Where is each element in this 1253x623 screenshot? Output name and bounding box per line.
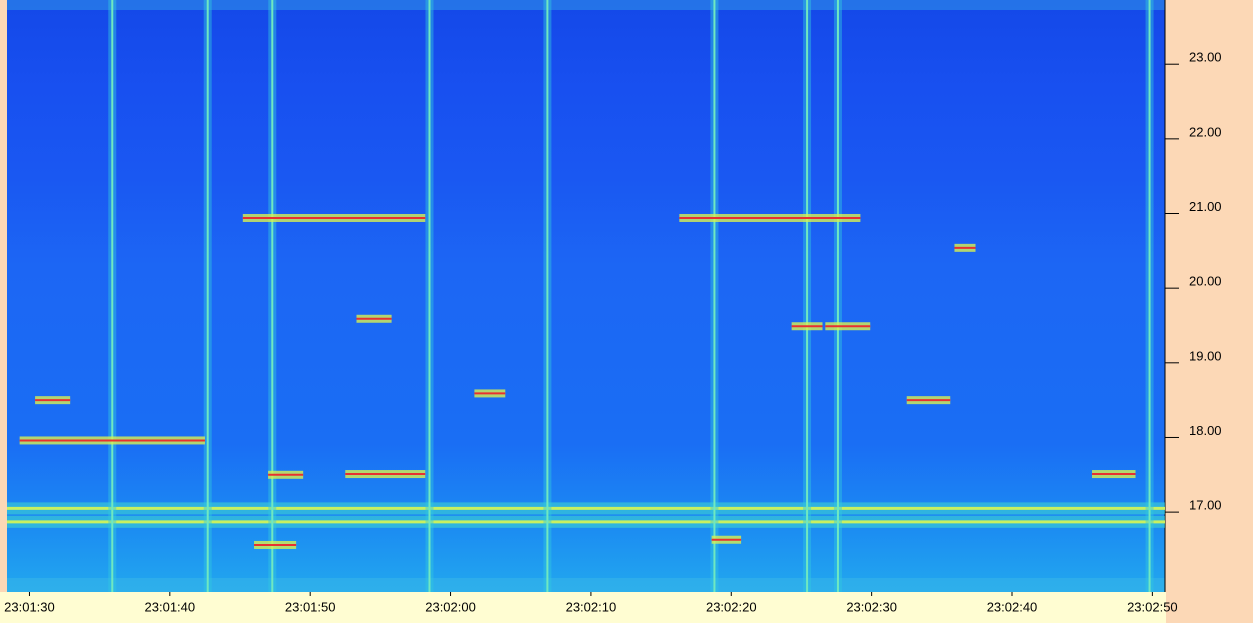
x-tick-label: 23:02:30 (846, 599, 897, 614)
y-tick-label: 23.00 (1189, 50, 1222, 65)
y-tick-label: 19.00 (1189, 348, 1222, 363)
x-tick-label: 23:02:40 (987, 599, 1038, 614)
y-tick-label: 20.00 (1189, 274, 1222, 289)
y-tick-label: 22.00 (1189, 124, 1222, 139)
plot-area (7, 0, 1165, 592)
x-tick-label: 23:02:00 (425, 599, 476, 614)
x-tick-label: 23:02:10 (566, 599, 617, 614)
bottom-edge (7, 578, 1165, 592)
y-tick-label: 17.00 (1189, 498, 1222, 513)
x-tick-label: 23:02:20 (706, 599, 757, 614)
y-tick-label: 18.00 (1189, 423, 1222, 438)
x-tick-label: 23:01:50 (285, 599, 336, 614)
top-edge (7, 0, 1165, 10)
x-tick-label: 23:02:50 (1127, 599, 1178, 614)
x-tick-label: 23:01:40 (145, 599, 196, 614)
y-tick-label: 21.00 (1189, 199, 1222, 214)
time-axis-panel (0, 592, 1166, 623)
x-tick-label: 23:01:30 (4, 599, 55, 614)
